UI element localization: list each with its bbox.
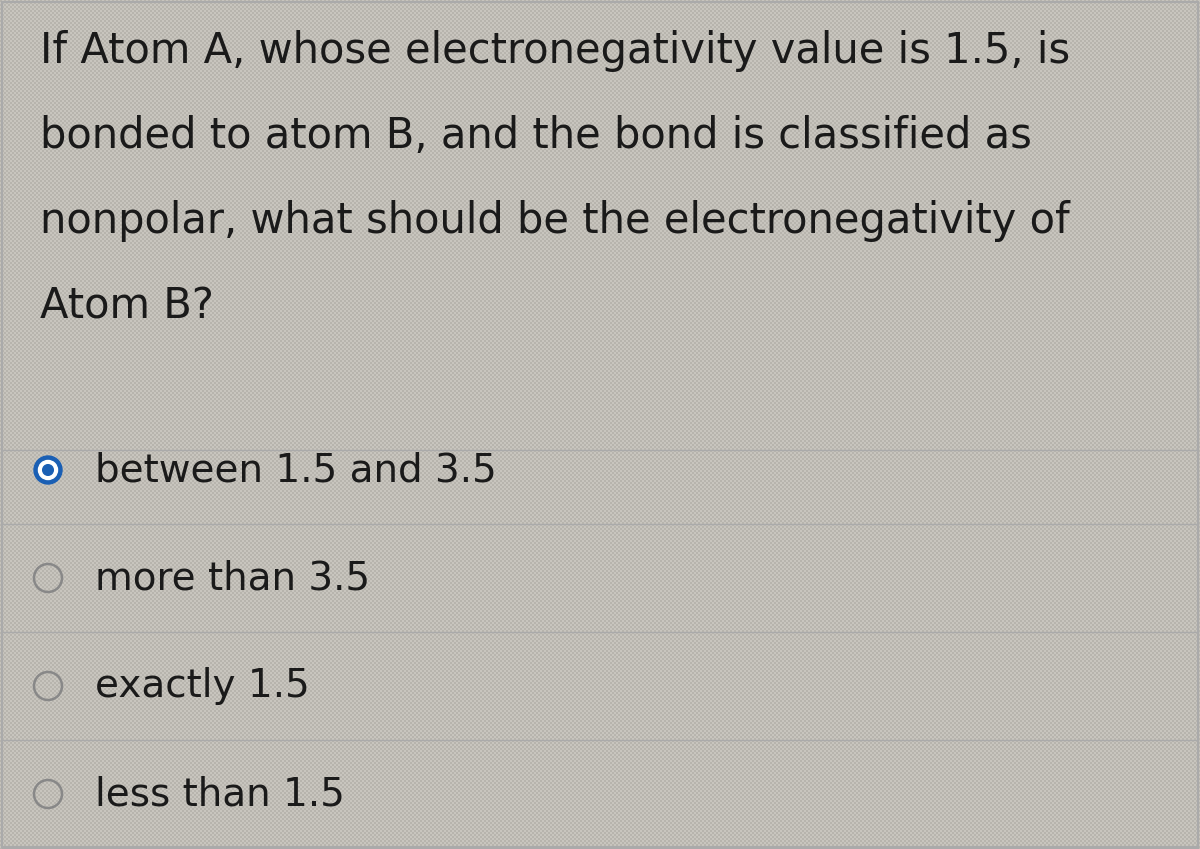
Text: If Atom A, whose electronegativity value is 1.5, is: If Atom A, whose electronegativity value…: [40, 30, 1070, 72]
Text: bonded to atom B, and the bond is classified as: bonded to atom B, and the bond is classi…: [40, 115, 1032, 157]
Text: Atom B?: Atom B?: [40, 285, 214, 327]
Text: exactly 1.5: exactly 1.5: [95, 667, 310, 705]
Text: less than 1.5: less than 1.5: [95, 775, 344, 813]
Text: nonpolar, what should be the electronegativity of: nonpolar, what should be the electronega…: [40, 200, 1069, 242]
Text: more than 3.5: more than 3.5: [95, 559, 370, 597]
Circle shape: [38, 460, 58, 480]
Text: between 1.5 and 3.5: between 1.5 and 3.5: [95, 451, 497, 489]
Circle shape: [34, 456, 62, 484]
Circle shape: [43, 464, 53, 475]
